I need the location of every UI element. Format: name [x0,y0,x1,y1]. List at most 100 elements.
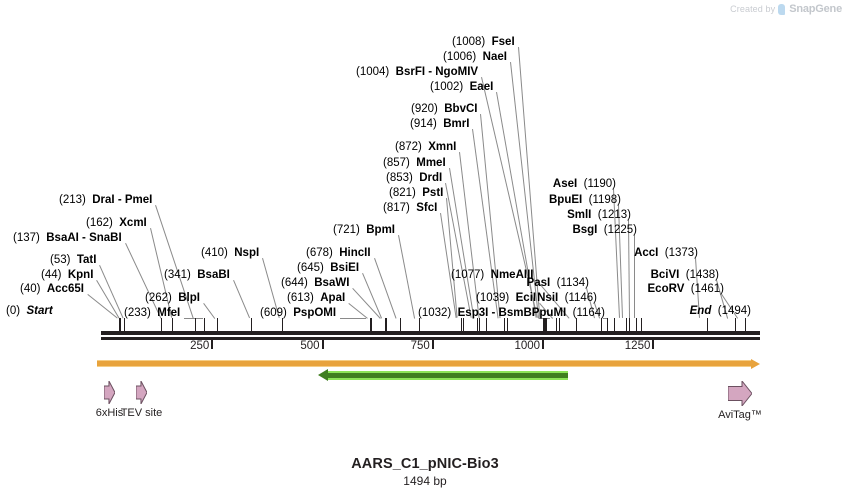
watermark-prefix: Created by [730,4,776,14]
enzyme-label-ecii: (1039) EciI [476,292,536,304]
site-tick [706,318,708,331]
site-tick [641,318,643,331]
site-tick [463,318,465,331]
site-tick [124,318,126,331]
site-tick [542,318,544,331]
tag-feature-avitag[interactable]: AviTag™ [698,381,782,421]
enzyme-position: (1198) [588,194,621,206]
enzyme-label-bsawi: (644) BsaWI [281,277,349,289]
leader-line [203,303,215,319]
enzyme-name: AccI [634,247,659,259]
site-tick [479,318,481,331]
enzyme-label-nsii: NsiI (1146) [537,292,597,304]
enzyme-label-bcivi: BciVI (1438) [651,269,719,281]
enzyme-name: EaeI [469,81,494,93]
site-tick [216,318,218,331]
enzyme-position: (1008) [452,36,486,48]
site-tick [545,318,547,331]
enzyme-label-psti: (821) PstI [389,187,443,199]
enzyme-position: (1134) [556,277,589,289]
orf-feature-arrowhead-icon [751,359,760,369]
enzyme-name: BmrI [443,118,470,130]
tag-feature-tevsite[interactable]: TEV site [106,381,177,419]
site-tick [194,318,196,331]
enzyme-label-smli: SmlI (1213) [567,209,631,221]
enzyme-name: BsaAI - SnaBI [46,232,122,244]
enzyme-position: (645) [297,262,324,274]
tag-arrow-icon [104,381,115,404]
sequence-length: 1494 bp [403,474,447,488]
tag-arrow-icon [728,381,752,406]
enzyme-position: (233) [124,307,151,319]
enzyme-position: (1164) [572,307,605,319]
enzyme-position: (821) [389,187,416,199]
enzyme-label-nmeaiii: (1077) NmeAIII [451,269,533,281]
ruler-baseline [101,337,760,340]
enzyme-name: DraI - PmeI [92,194,153,206]
enzyme-label-drai: (213) DraI - PmeI [59,194,152,206]
enzyme-position: (162) [86,217,113,229]
ruler-tick [542,340,545,349]
enzyme-name: BsrFI - NgoMIV [395,66,479,78]
sequence-name: AARS_C1_pNIC-Bio3 [351,456,499,472]
enzyme-name: BsaWI [314,277,350,289]
site-tick [543,318,545,331]
site-tick [745,318,747,331]
enzyme-label-naei: (1006) NaeI [443,51,507,63]
enzyme-label-bsiei: (645) BsiEI [297,262,359,274]
site-tick [251,318,253,331]
enzyme-label-bsgi: BsgI (1225) [572,224,637,236]
enzyme-label-mfei: (233) MfeI [124,307,180,319]
enzyme-name: BbvCI [444,103,478,115]
enzyme-name: Start [26,305,53,317]
enzyme-position: (1077) [451,269,485,281]
site-tick [369,318,371,331]
ruler-label: 1250 [624,340,651,352]
site-tick [504,318,506,331]
primer-feature-bar [328,371,568,380]
enzyme-position: (1039) [476,292,510,304]
enzyme-position: (53) [50,254,71,266]
enzyme-name: PspOMI [293,307,337,319]
enzyme-name: NaeI [482,51,507,63]
enzyme-position: (1373) [664,247,698,259]
enzyme-name: PasI [526,277,551,289]
site-tick [461,318,463,331]
enzyme-position: (1461) [690,283,724,295]
enzyme-position: (410) [201,247,228,259]
enzyme-name: TatI [76,254,97,266]
enzyme-position: (341) [164,269,191,281]
ruler-label: 500 [300,340,320,352]
site-tick [601,318,603,331]
tag-feature-6xhis[interactable]: 6xHis [74,381,145,419]
enzyme-name: EciI [515,292,537,304]
enzyme-label-eaei: (1002) EaeI [430,81,493,93]
enzyme-position: (872) [395,141,422,153]
enzyme-name: XmnI [428,141,457,153]
enzyme-label-sfci: (817) SfcI [383,202,437,214]
leader-line [362,273,382,319]
enzyme-label-pasi: PasI (1134) [527,277,589,289]
site-tick [606,318,608,331]
enzyme-position: (1146) [564,292,597,304]
enzyme-label-bsaai: (137) BsaAI - SnaBI [13,232,122,244]
enzyme-label-bbvci: (920) BbvCI [411,103,477,115]
enzyme-name: EcoRV [647,283,685,295]
enzyme-name: BsiEI [330,262,360,274]
enzyme-label-xcmi: (162) XcmI [86,217,147,229]
enzyme-name: ApaI [320,292,346,304]
leader-line [348,303,368,319]
leader-line [232,280,250,319]
ruler-label: 750 [410,340,430,352]
leader-line [184,318,203,319]
site-tick [118,318,120,331]
ruler-tick [321,340,324,349]
enzyme-name: BsaBI [197,269,230,281]
enzyme-position: (44) [41,269,62,281]
ruler-tick [652,340,655,349]
tag-arrow-icon [136,381,147,404]
watermark-brand: SnapGene [789,3,842,15]
enzyme-label-ecorv: EcoRV (1461) [648,283,725,295]
backbone-bar [101,331,760,335]
enzyme-position: (1032) [418,307,452,319]
